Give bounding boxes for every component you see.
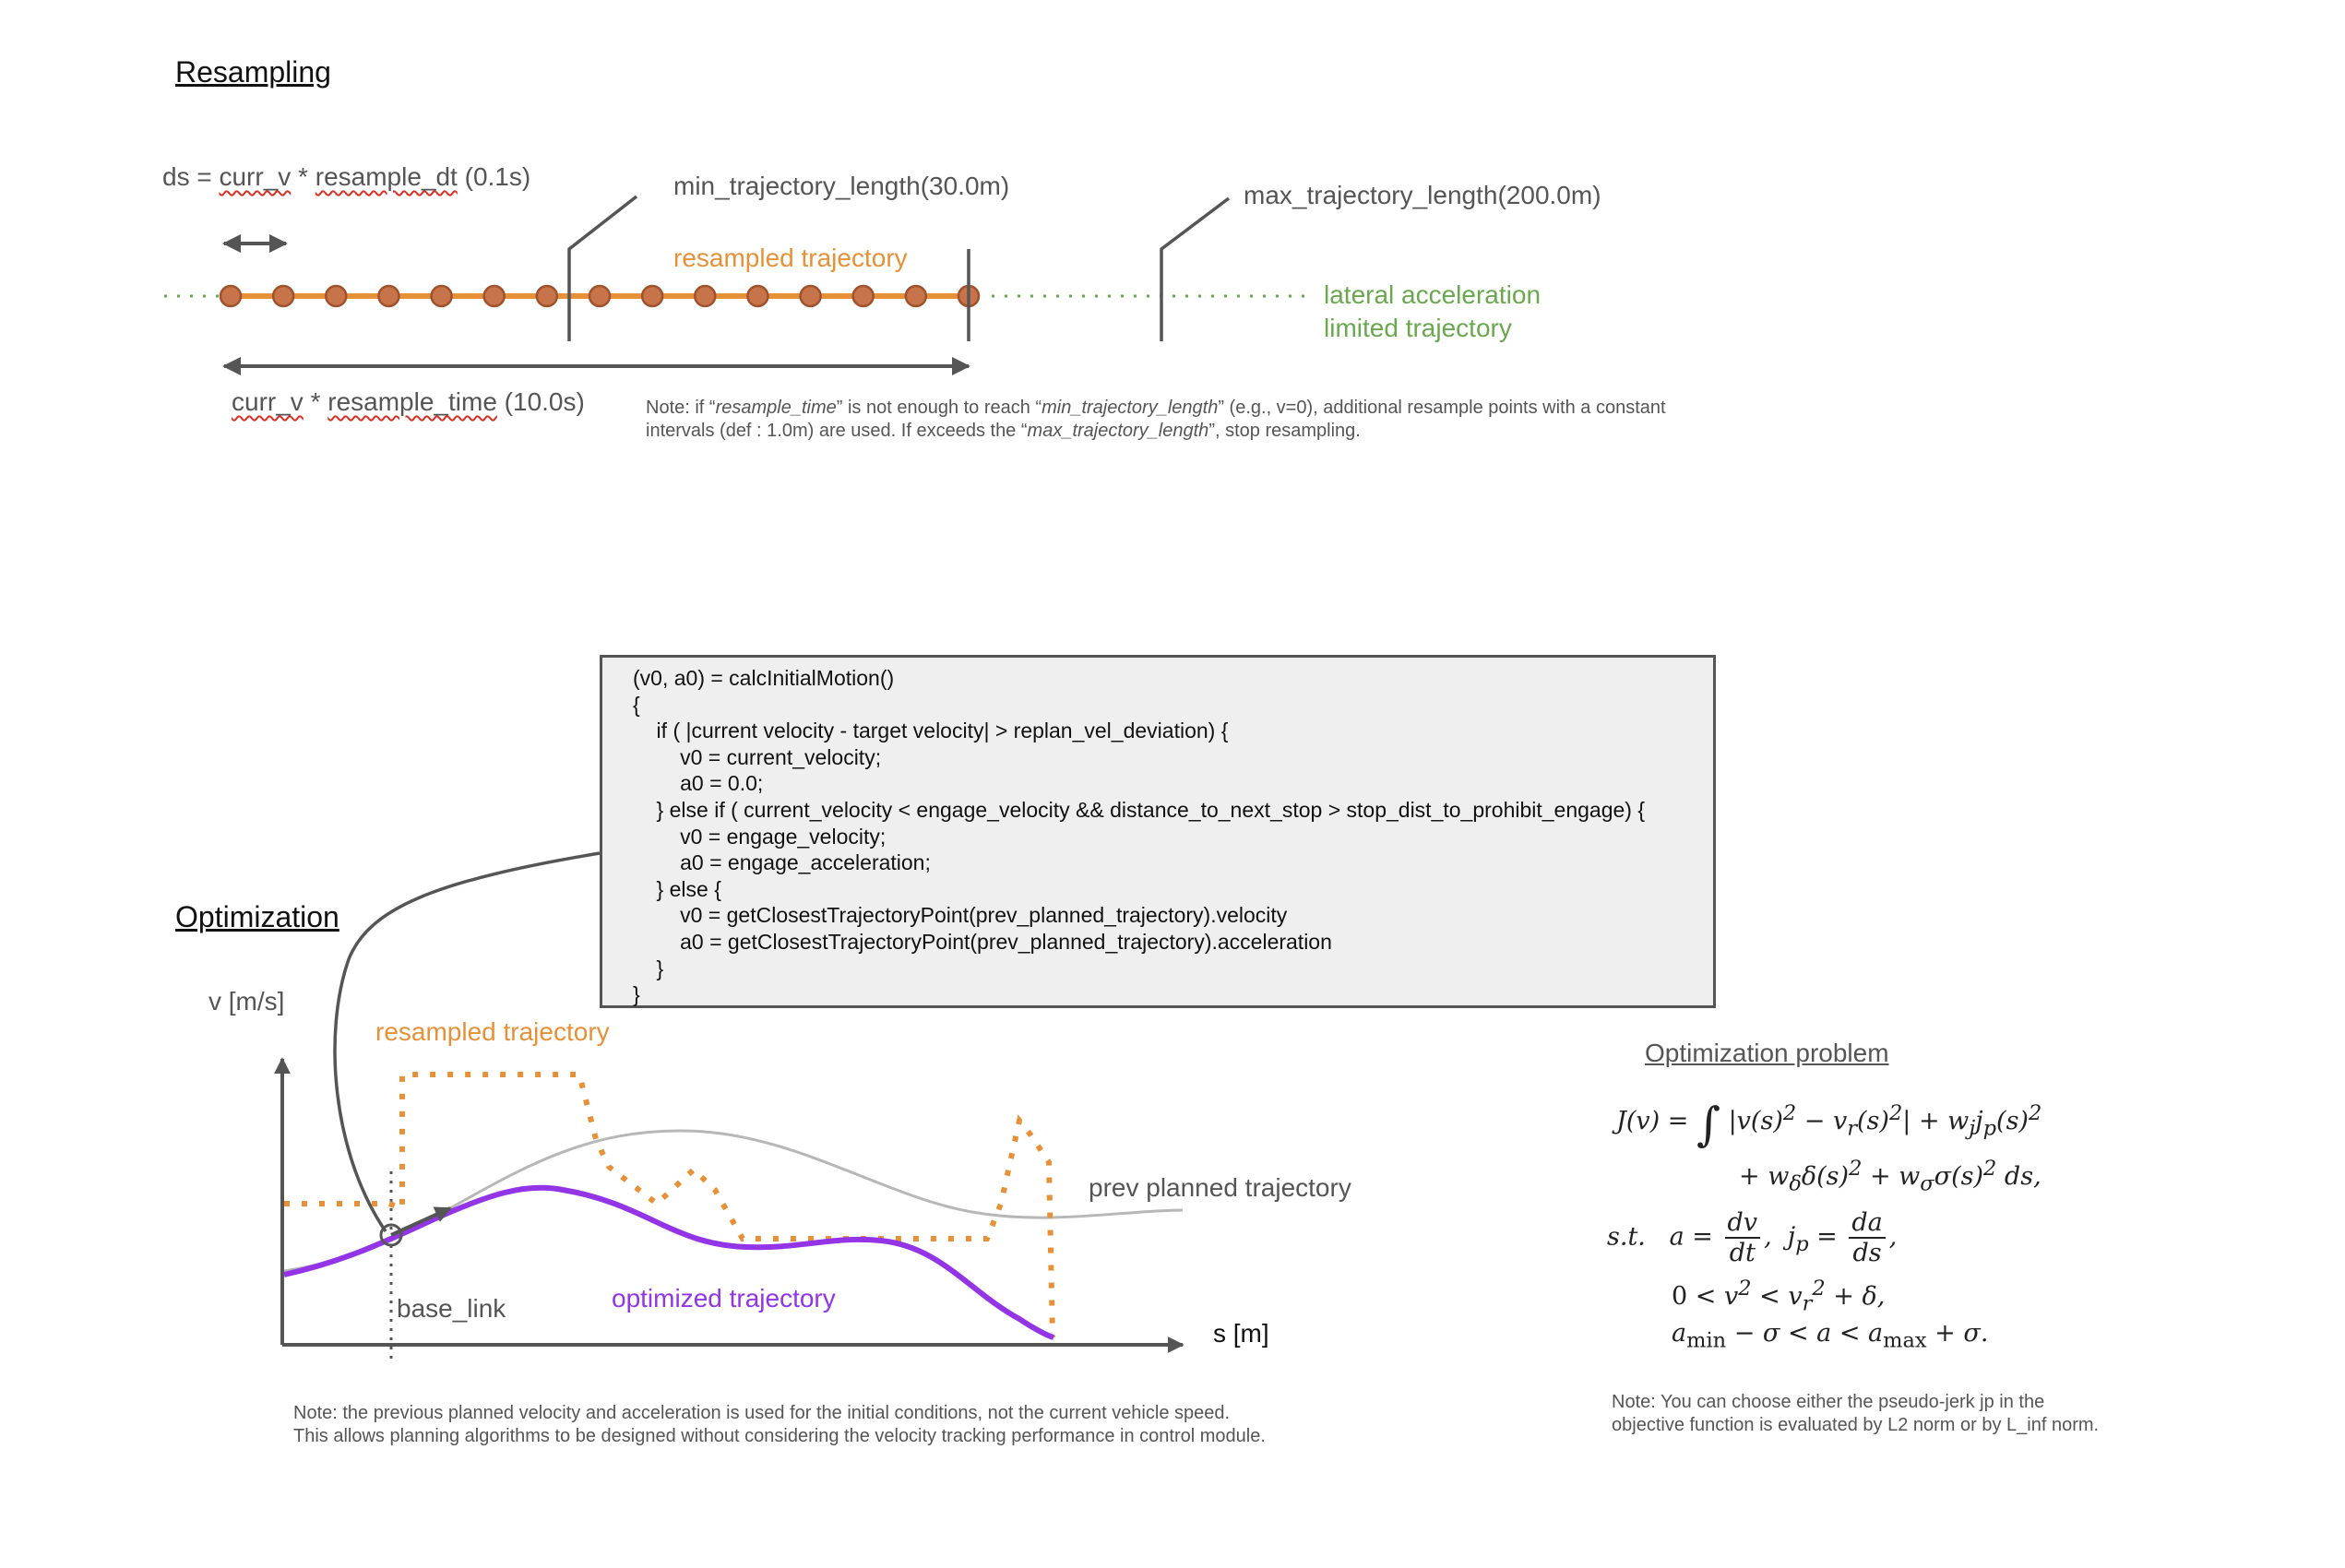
lateral-label-line-2: limited trajectory	[1324, 314, 1512, 342]
time-label-var-curr-v: curr_v	[232, 387, 304, 416]
note-text-3: ” (e.g., v=0), additional resample point…	[646, 398, 1666, 441]
resample-point	[588, 284, 612, 308]
lateral-acceleration-label: lateral acceleration limited trajectory	[1324, 279, 1541, 345]
ds-label: ds = curr_v * resample_dt (0.1s)	[162, 162, 530, 192]
code-line: {	[633, 692, 640, 717]
resample-points	[219, 284, 981, 308]
resample-point	[746, 284, 769, 308]
resample-point	[904, 284, 928, 308]
constraint-line-2: 0 < v2 < vr2 + δ,	[1672, 1277, 1886, 1316]
objective-function-line-2: + wδδ(s)2 + wσσ(s)2 ds,	[1739, 1157, 2041, 1196]
resampled-trajectory-curve	[284, 1072, 1055, 1338]
resample-point	[219, 284, 243, 308]
resampling-heading: Resampling	[175, 55, 331, 89]
optimization-note: Note: the previous planned velocity and …	[293, 1402, 1446, 1448]
code-line: }	[633, 956, 664, 980]
note-text-1: Note: if “	[646, 398, 716, 418]
resample-point	[271, 284, 295, 308]
min-trajectory-length-label: min_trajectory_length(30.0m)	[673, 172, 1010, 200]
y-axis-label: v [m/s]	[208, 987, 285, 1016]
resample-time-label: curr_v * resample_time (10.0s)	[232, 387, 585, 417]
base-link-point	[379, 1223, 403, 1247]
prev-planned-trajectory-curve	[283, 1129, 1184, 1273]
ds-label-suffix: (0.1s)	[457, 162, 531, 191]
opt-problem-note-line-1: Note: You can choose either the pseudo-j…	[1612, 1392, 2045, 1412]
optimization-problem-title: Optimization problem	[1645, 1039, 1889, 1067]
min-length-marker	[567, 195, 638, 341]
optimization-note-line-1: Note: the previous planned velocity and …	[293, 1403, 1231, 1423]
resample-point	[482, 284, 506, 308]
resampled-trajectory-label-top: resampled trajectory	[673, 244, 908, 272]
ds-label-middle: *	[291, 162, 315, 191]
optimization-problem-note: Note: You can choose either the pseudo-j…	[1612, 1391, 2257, 1437]
code-callout-line	[333, 851, 601, 1232]
note-text-4: ”, stop resampling.	[1208, 421, 1361, 441]
prev-planned-trajectory-label: prev planned trajectory	[1089, 1173, 1351, 1202]
optimization-note-line-2: This allows planning algorithms to be de…	[293, 1426, 1266, 1446]
resample-point	[535, 284, 559, 308]
optimized-trajectory-label: optimized trajectory	[612, 1284, 836, 1313]
base-link-label: base_link	[397, 1294, 506, 1323]
resample-point	[694, 284, 717, 308]
resample-point	[430, 284, 453, 308]
code-line: } else {	[633, 876, 721, 901]
optimized-trajectory-curve	[283, 1184, 1054, 1340]
x-axis-label: s [m]	[1213, 1319, 1269, 1348]
code-line: }	[633, 982, 640, 1007]
lateral-label-line-1: lateral acceleration	[1324, 280, 1542, 309]
calc-initial-motion-code-box: (v0, a0) = calcInitialMotion() { if ( |c…	[600, 655, 1716, 1008]
resample-point	[799, 284, 822, 308]
time-label-suffix: (10.0s)	[496, 387, 585, 416]
time-label-middle: *	[303, 387, 328, 416]
resampled-trajectory-label-bottom: resampled trajectory	[375, 1017, 610, 1046]
time-label-var-resample-time: resample_time	[327, 387, 497, 416]
note-italic-1: resample_time	[715, 398, 837, 418]
note-text-2: ” is not enough to reach “	[836, 398, 1042, 418]
code-line: a0 = getClosestTrajectoryPoint(prev_plan…	[633, 929, 1332, 954]
objective-function-line-1: J(v) = ∫ |v(s)2 − vr(s)2| + wjjp(s)2	[1616, 1098, 2042, 1151]
opt-problem-note-line-2: objective function is evaluated by L2 no…	[1612, 1415, 2100, 1435]
resample-point	[377, 284, 400, 308]
code-line: a0 = 0.0;	[633, 771, 764, 796]
code-line: v0 = current_velocity;	[633, 744, 882, 769]
constraint-line-3: amin − σ < a < amax + σ.	[1672, 1319, 1989, 1353]
code-line: v0 = engage_velocity;	[633, 824, 887, 849]
code-line: } else if ( current_velocity < engage_ve…	[633, 797, 1646, 822]
code-line: if ( |current velocity - target velocity…	[633, 719, 1229, 743]
ds-label-prefix: ds =	[162, 162, 220, 191]
constraint-line-1: s.t. a = dv dt, jp = da ds,	[1607, 1208, 1898, 1267]
code-line: (v0, a0) = calcInitialMotion()	[633, 666, 895, 690]
resampling-note: Note: if “resample_time” is not enough t…	[646, 397, 1670, 443]
resample-point	[640, 284, 664, 308]
resample-point	[325, 284, 348, 308]
max-length-marker	[1160, 196, 1231, 341]
resample-point	[851, 284, 875, 308]
resampling-diagram	[164, 195, 1315, 375]
optimization-heading: Optimization	[175, 900, 339, 933]
code-line: v0 = getClosestTrajectoryPoint(prev_plan…	[633, 903, 1288, 928]
note-italic-3: max_trajectory_length	[1027, 421, 1209, 441]
max-trajectory-length-label: max_trajectory_length(200.0m)	[1244, 181, 1601, 209]
ds-label-var-resample-dt: resample_dt	[315, 162, 458, 191]
note-italic-2: min_trajectory_length	[1042, 398, 1219, 418]
ds-label-var-curr-v: curr_v	[219, 162, 292, 191]
code-line: a0 = engage_acceleration;	[633, 850, 931, 875]
